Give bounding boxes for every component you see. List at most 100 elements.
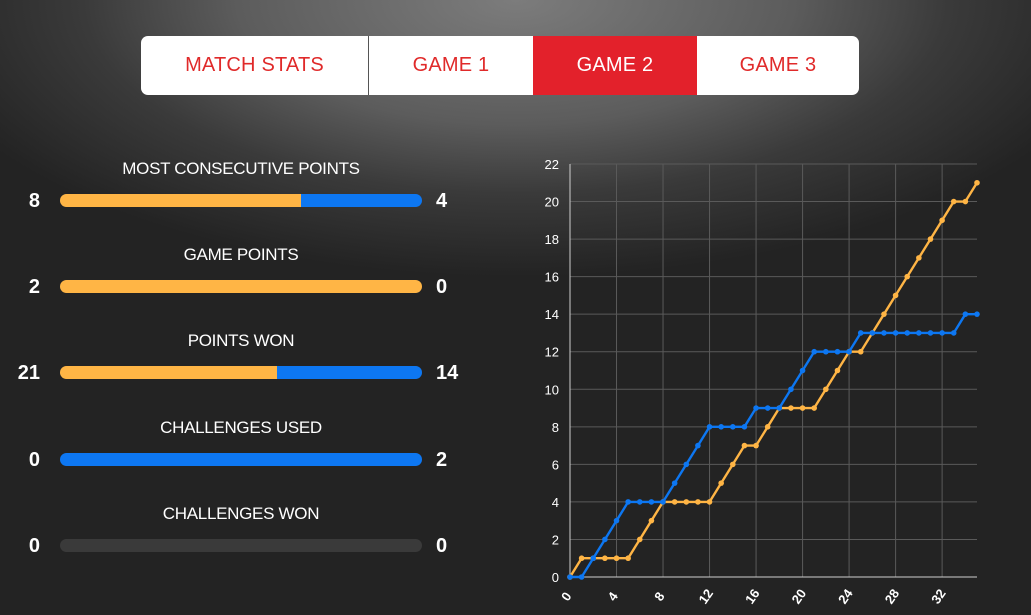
series-point-1 xyxy=(799,367,806,374)
y-tick-label: 4 xyxy=(552,495,559,510)
stat-right-value: 4 xyxy=(436,190,448,212)
stat-label: CHALLENGES WON xyxy=(162,504,320,523)
tab-game-1[interactable]: GAME 1 xyxy=(412,54,490,76)
bar-segment-player-b xyxy=(60,453,422,466)
y-tick-label: 14 xyxy=(545,307,559,322)
stat-bar xyxy=(60,539,422,552)
series-point-0 xyxy=(927,236,934,242)
stat-label: CHALLENGES USED xyxy=(160,418,322,437)
series-point-1 xyxy=(881,330,887,336)
series-line-0 xyxy=(568,182,979,578)
series-point-0 xyxy=(950,198,957,205)
series-point-0 xyxy=(834,367,841,374)
series-point-1 xyxy=(602,536,608,543)
stat-challenges-won: CHALLENGES WON 0 0 xyxy=(0,495,480,557)
series-point-1 xyxy=(730,424,736,430)
series-point-0 xyxy=(892,292,899,299)
series-point-1 xyxy=(753,405,759,411)
series-point-1 xyxy=(613,517,620,524)
y-tick-label: 20 xyxy=(545,195,559,210)
series-point-0 xyxy=(799,405,806,411)
series-point-1 xyxy=(660,499,666,505)
x-tick-label: 8 xyxy=(651,589,667,604)
y-tick-label: 8 xyxy=(552,420,559,435)
stat-bar xyxy=(60,280,422,293)
series-point-0 xyxy=(671,499,678,505)
x-tick-label: 32 xyxy=(928,586,949,606)
stat-bar xyxy=(60,453,422,466)
stat-right-value: 2 xyxy=(436,449,448,471)
series-point-1 xyxy=(869,330,876,336)
series-point-1 xyxy=(927,330,934,336)
series-point-1 xyxy=(939,330,945,336)
series-point-1 xyxy=(857,330,864,336)
series-point-1 xyxy=(974,311,980,317)
stat-bar xyxy=(60,194,422,207)
series-point-1 xyxy=(916,330,922,336)
y-tick-label: 22 xyxy=(545,157,559,172)
series-point-0 xyxy=(683,499,690,505)
stat-challenges-used: CHALLENGES USED 0 2 xyxy=(0,409,480,471)
series-point-0 xyxy=(578,555,585,562)
bar-segment-player-a xyxy=(60,366,278,379)
y-tick-label: 2 xyxy=(552,532,559,547)
stat-left-value: 0 xyxy=(28,449,40,471)
bar-segment-player-b xyxy=(301,194,422,207)
y-tick-label: 10 xyxy=(545,382,559,397)
series-point-1 xyxy=(776,405,783,411)
stat-points-won: POINTS WON 21 14 xyxy=(0,322,480,384)
stat-left-value: 2 xyxy=(28,276,40,298)
series-point-0 xyxy=(857,348,864,355)
series-point-1 xyxy=(671,480,678,486)
y-tick-label: 12 xyxy=(545,345,559,360)
series-point-0 xyxy=(962,198,969,205)
stat-label: POINTS WON xyxy=(187,331,295,350)
series-point-0 xyxy=(718,480,724,486)
series-point-1 xyxy=(764,405,771,411)
series-point-1 xyxy=(683,461,690,468)
series-point-0 xyxy=(648,517,655,524)
series-point-1 xyxy=(892,330,899,336)
series-point-1 xyxy=(590,555,597,562)
stat-left-value: 21 xyxy=(17,362,40,384)
bar-segment-player-a xyxy=(60,280,422,293)
series-point-1 xyxy=(741,424,748,430)
series-point-0 xyxy=(741,442,748,449)
series-point-1 xyxy=(811,348,817,355)
series-point-1 xyxy=(846,348,852,355)
stat-left-value: 0 xyxy=(28,535,40,557)
series-point-0 xyxy=(974,179,980,186)
series-point-1 xyxy=(695,442,701,449)
y-tick-label: 0 xyxy=(552,570,559,585)
stat-label: GAME POINTS xyxy=(183,245,299,264)
bar-segment-player-b xyxy=(277,366,422,379)
series-point-1 xyxy=(788,386,794,393)
stat-most-consecutive-points: MOST CONSECUTIVE POINTS 8 4 xyxy=(0,150,480,212)
series-point-0 xyxy=(904,273,911,280)
stat-right-value: 0 xyxy=(436,535,448,557)
y-tick-label: 6 xyxy=(552,457,559,472)
tab-game-3[interactable]: GAME 3 xyxy=(739,54,817,76)
series-point-0 xyxy=(788,405,794,411)
stat-bar xyxy=(60,366,422,379)
series-point-0 xyxy=(811,405,817,411)
series-point-0 xyxy=(939,217,945,224)
series-point-0 xyxy=(730,461,736,468)
series-point-0 xyxy=(602,555,608,562)
x-tick-label: 24 xyxy=(835,586,856,607)
tab-match-stats[interactable]: MATCH STATS xyxy=(141,36,369,95)
series-point-1 xyxy=(950,330,957,336)
series-point-1 xyxy=(904,330,911,336)
x-tick-label: 12 xyxy=(696,586,717,606)
series-point-1 xyxy=(636,499,643,505)
series-point-0 xyxy=(695,499,701,505)
series-point-1 xyxy=(578,574,585,580)
tab-game-2[interactable]: GAME 2 xyxy=(533,36,697,95)
x-tick-label: 28 xyxy=(882,586,903,606)
stat-game-points: GAME POINTS 2 0 xyxy=(0,236,480,298)
x-tick-label: 16 xyxy=(742,586,763,606)
series-point-0 xyxy=(753,442,759,449)
series-point-0 xyxy=(613,555,620,562)
series-point-0 xyxy=(636,536,643,543)
